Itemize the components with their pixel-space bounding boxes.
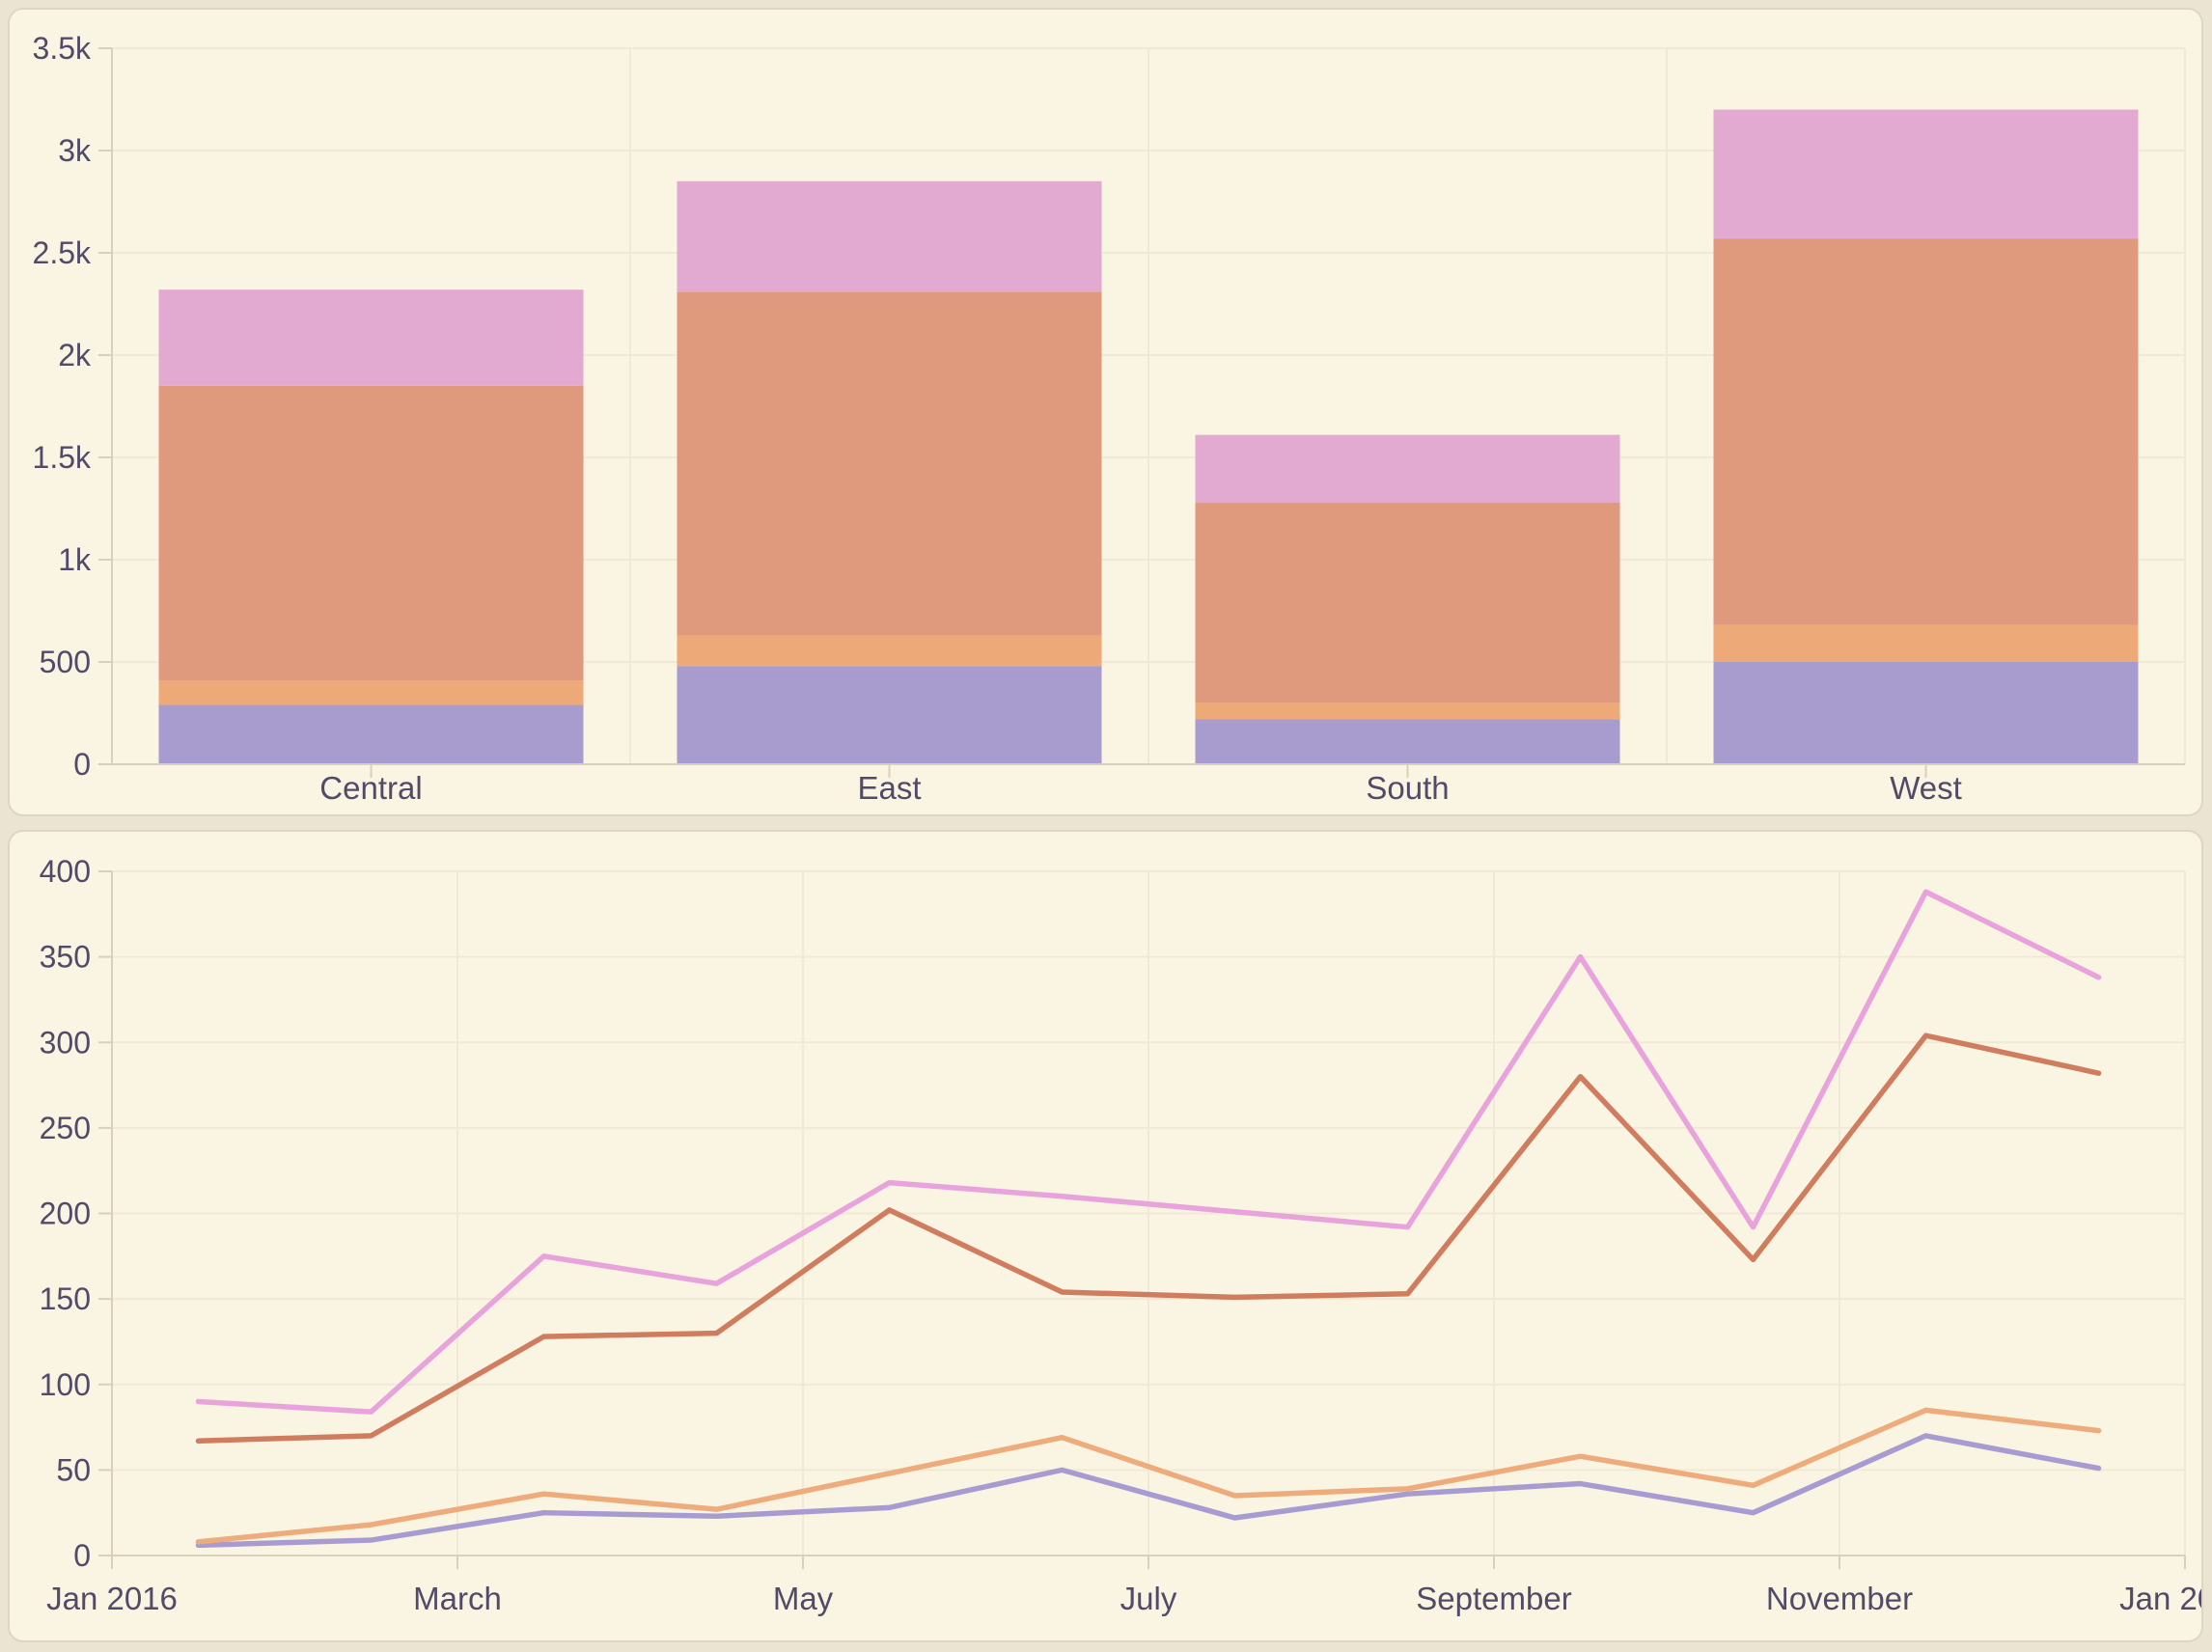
bar-segment-peach-series[interactable] (158, 680, 584, 705)
bar-segment-plum-series[interactable] (158, 289, 584, 386)
x-axis-label: East (857, 770, 921, 806)
bar-segment-purple-series[interactable] (1713, 662, 2139, 764)
stacked-bar-chart[interactable]: Central East South West 0 500 1k 1.5k 2k 2.5k 3k 3.… (10, 10, 2201, 814)
x-axis-label: Jan 2017 (2119, 1581, 2201, 1616)
bar-segment-peach-series[interactable] (1713, 624, 2139, 662)
x-axis-label: March (413, 1581, 502, 1616)
y-axis-label: 150 (40, 1281, 91, 1316)
line-purple-series[interactable] (195, 1433, 2102, 1549)
y-axis-label: 500 (40, 645, 91, 679)
y-axis-label: 350 (40, 940, 91, 975)
y-axis-label: 2k (58, 338, 92, 372)
bar-segment-salmon-series[interactable] (1195, 502, 1620, 703)
line-plum-series[interactable] (195, 889, 2102, 1415)
bar-segment-salmon-series[interactable] (158, 385, 584, 681)
y-axis-label: 1.5k (33, 440, 92, 475)
line-salmon-series[interactable] (195, 1032, 2102, 1444)
x-axis-label: Central (319, 770, 422, 806)
y-axis-label: 400 (40, 854, 91, 889)
x-axis-label: July (1120, 1581, 1177, 1616)
x-axis-label: November (1766, 1581, 1913, 1616)
bar-segment-purple-series[interactable] (1195, 719, 1620, 764)
y-axis-label: 100 (40, 1367, 91, 1402)
y-axis-label: 200 (40, 1197, 91, 1231)
y-axis-label: 0 (73, 1538, 91, 1573)
bar-segment-plum-series[interactable] (1713, 109, 2139, 239)
y-axis-label: 250 (40, 1111, 91, 1145)
bar-segment-plum-series[interactable] (677, 180, 1102, 292)
y-axis-label: 0 (73, 747, 91, 782)
line-chart-card: Jan 2016 March May July September November Jan… (8, 830, 2203, 1642)
line-chart[interactable]: Jan 2016 March May July September November Jan… (10, 832, 2201, 1640)
y-axis-label: 300 (40, 1025, 91, 1060)
bar-segment-salmon-series[interactable] (677, 291, 1102, 636)
x-axis-label: South (1366, 770, 1449, 806)
bar-segment-purple-series[interactable] (158, 704, 584, 764)
y-axis-label: 1k (58, 542, 92, 577)
y-axis-label: 2.5k (33, 235, 92, 270)
y-axis-label: 3k (58, 133, 92, 168)
x-axis-label: West (1890, 770, 1962, 806)
x-axis-label: September (1416, 1581, 1571, 1616)
bar-segment-plum-series[interactable] (1195, 434, 1620, 503)
bar-segment-salmon-series[interactable] (1713, 238, 2139, 625)
y-axis-label: 3.5k (33, 31, 92, 66)
bar-segment-peach-series[interactable] (677, 635, 1102, 667)
bar-segment-peach-series[interactable] (1195, 702, 1620, 720)
line-peach-series[interactable] (195, 1407, 2102, 1545)
x-axis-label: May (773, 1581, 834, 1616)
x-axis-label: Jan 2016 (46, 1581, 178, 1616)
bar-chart-card: Central East South West 0 500 1k 1.5k 2k 2.5k 3k 3.… (8, 8, 2203, 816)
y-axis-label: 50 (56, 1452, 91, 1487)
bar-segment-purple-series[interactable] (677, 666, 1102, 764)
